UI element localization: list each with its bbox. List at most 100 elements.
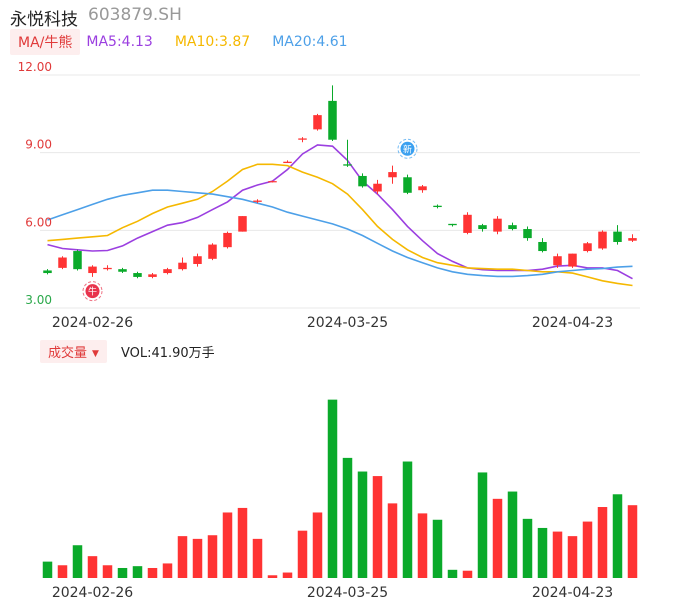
volume-bar (342, 457, 353, 578)
candle-body (463, 214, 472, 233)
candle-body (313, 115, 322, 130)
volume-bar (162, 563, 173, 578)
y-tick-label: 6.00 (25, 215, 52, 229)
volume-indicator-dropdown[interactable]: 成交量 ▼ (40, 339, 107, 363)
volume-bar (222, 512, 233, 578)
volume-bar (252, 538, 263, 578)
stock-name: 永悦科技 (10, 10, 78, 30)
ma10-line (47, 163, 633, 287)
marker-glyph: 新 (403, 143, 412, 155)
event-markers: 牛新 (82, 138, 418, 302)
candlesticks (43, 85, 637, 279)
candle-body (598, 231, 607, 249)
candle-body (553, 256, 562, 266)
volume-bar (117, 567, 128, 578)
marker-glyph: 牛 (88, 286, 97, 298)
candle-body (253, 200, 262, 202)
candle-body (358, 175, 367, 187)
volume-bar (357, 471, 368, 578)
candle-body (73, 251, 82, 270)
volume-bar (207, 535, 218, 578)
candle-body (148, 274, 157, 277)
volume-bar (72, 545, 83, 578)
candle-body (103, 267, 112, 270)
volume-legend: 成交量 ▼ VOL:41.90万手 (40, 339, 215, 363)
candle-body (133, 273, 142, 277)
stock-code: 603879.SH (88, 5, 182, 25)
candle-body (433, 205, 442, 208)
ma5-label: MA5:4.13 (86, 34, 153, 50)
volume-bar (492, 498, 503, 578)
candle-body (478, 225, 487, 230)
candle-body (58, 257, 67, 268)
volume-bar (147, 567, 158, 578)
volume-bar (462, 570, 473, 578)
y-tick-label: 9.00 (25, 138, 52, 152)
candle-body (373, 183, 382, 192)
volume-bar (177, 536, 188, 578)
volume-bar (57, 565, 68, 578)
volume-bar (432, 519, 443, 578)
candle-body (343, 164, 352, 166)
volume-bar (297, 530, 308, 578)
volume-value: VOL:41.90万手 (120, 345, 215, 361)
candle-body (538, 241, 547, 252)
volume-bar (132, 566, 143, 578)
x-tick-label: 2024-02-26 (52, 315, 133, 331)
volume-x-tick-label: 2024-02-26 (52, 585, 133, 601)
marker-badge (400, 141, 415, 156)
candle-body (238, 216, 247, 232)
new-marker-icon: 新 (397, 138, 418, 159)
candle-body (493, 218, 502, 232)
volume-bar (477, 472, 488, 578)
candle-body (283, 161, 292, 164)
volume-bar (507, 491, 518, 578)
ma20-label: MA20:4.61 (272, 34, 348, 50)
marker-ring (82, 281, 103, 302)
volume-bar (417, 513, 428, 578)
candle-body (178, 262, 187, 270)
candle-body (388, 172, 397, 178)
bull-marker-icon: 牛 (82, 281, 103, 302)
volume-bar (282, 572, 293, 578)
candle-body (628, 238, 637, 241)
candle-body (448, 223, 457, 226)
candle-body (403, 177, 412, 193)
candle-body (118, 269, 127, 272)
candle-body (613, 231, 622, 242)
x-tick-label: 2024-04-23 (532, 315, 613, 331)
volume-bar (597, 507, 608, 578)
volume-bar (87, 556, 98, 578)
volume-bar (387, 503, 398, 578)
candle-body (508, 225, 517, 230)
caret-down-icon: ▼ (92, 348, 99, 359)
volume-bar (582, 521, 593, 578)
volume-indicator-label: 成交量 (48, 345, 88, 361)
volume-bar (267, 575, 278, 578)
ma-legend: MA/牛熊 MA5:4.13 MA10:3.87 MA20:4.61 (10, 29, 370, 55)
ma5-line (47, 144, 633, 280)
marker-ring (397, 138, 418, 159)
volume-bar (402, 461, 413, 578)
volume-bar (102, 565, 113, 578)
candle-body (418, 186, 427, 191)
volume-bar (627, 505, 638, 578)
candle-body (208, 244, 217, 259)
volume-x-tick-label: 2024-04-23 (532, 585, 613, 601)
candle-body (163, 269, 172, 274)
volume-bars (42, 399, 638, 578)
volume-bar (522, 518, 533, 578)
candle-body (268, 181, 277, 183)
ma-toggle-button[interactable]: MA/牛熊 (10, 29, 81, 55)
candle-body (88, 266, 97, 274)
volume-bar (447, 569, 458, 578)
volume-bar (372, 476, 383, 578)
volume-bar (537, 527, 548, 578)
y-tick-label: 3.00 (25, 293, 52, 307)
candle-body (523, 229, 532, 239)
y-tick-label: 12.00 (18, 60, 52, 74)
volume-bar (42, 561, 53, 578)
candle-body (193, 256, 202, 264)
